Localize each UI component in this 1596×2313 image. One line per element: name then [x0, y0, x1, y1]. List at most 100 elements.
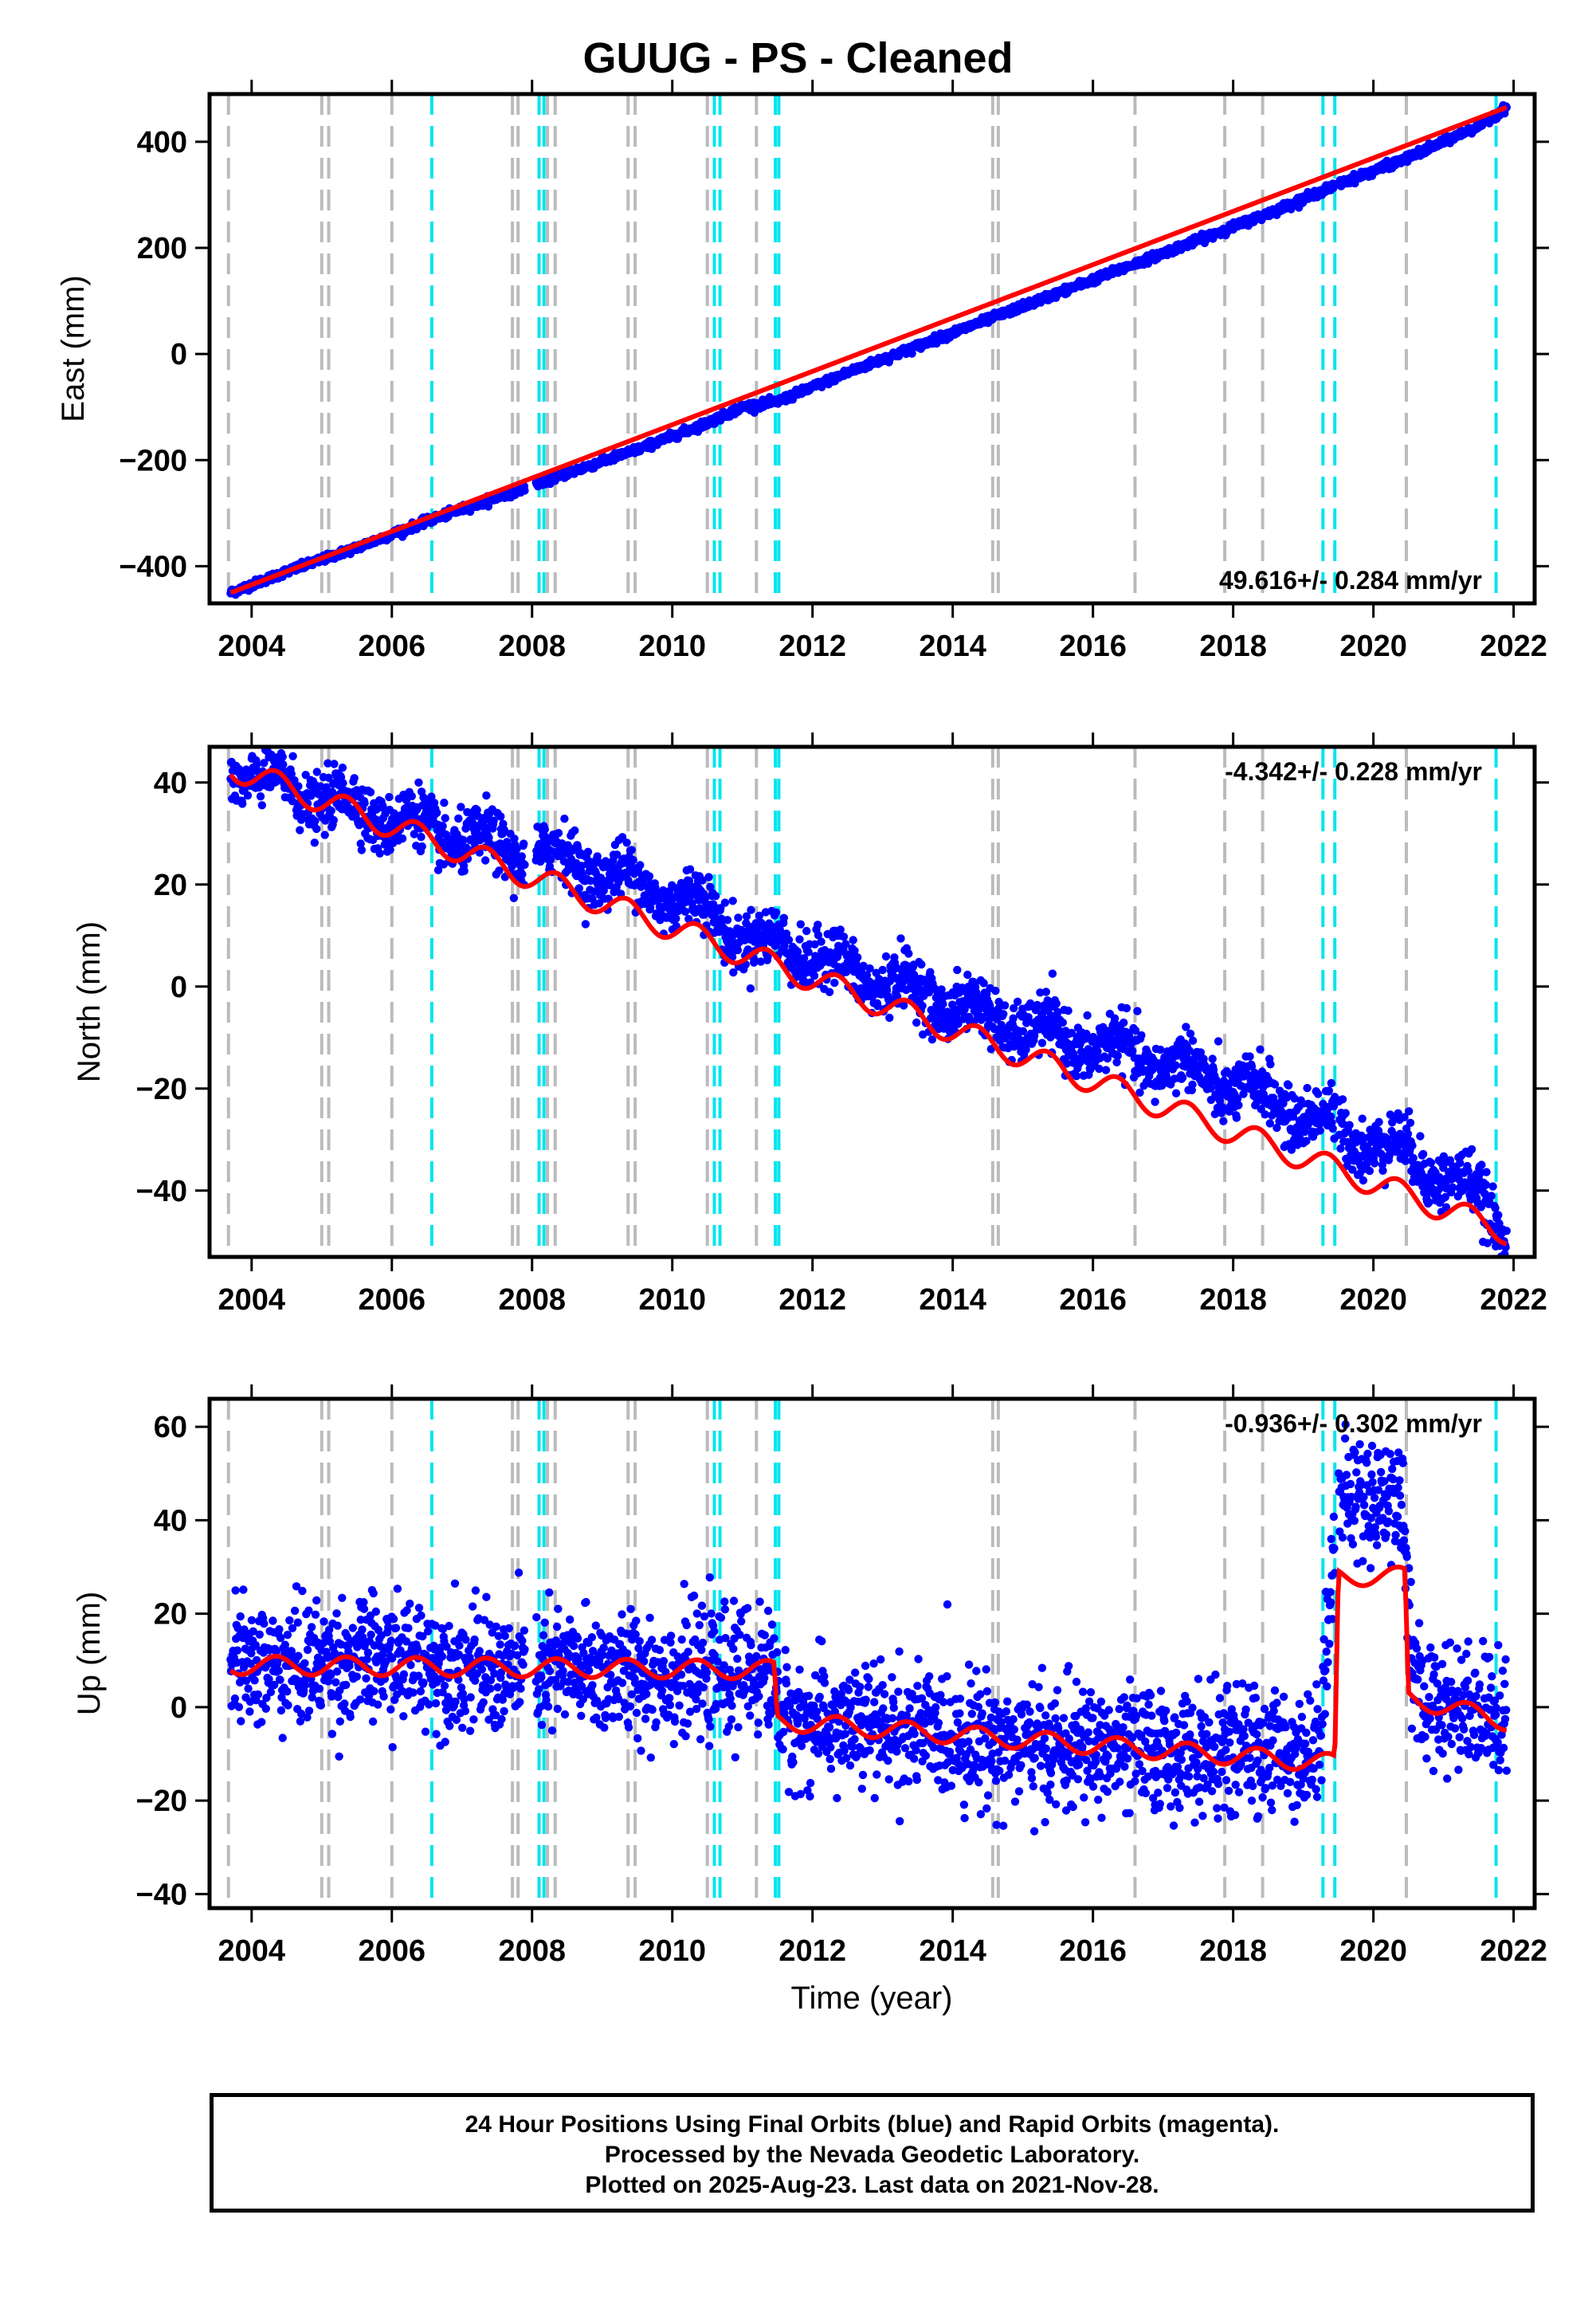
data-point [698, 876, 707, 885]
data-point [771, 908, 781, 917]
data-point [990, 1024, 999, 1034]
data-point [814, 931, 823, 940]
data-point [852, 960, 861, 968]
data-point [1336, 1144, 1345, 1153]
data-point [1120, 1018, 1128, 1027]
data-point [1266, 1060, 1275, 1069]
data-point [260, 759, 269, 768]
data-point [927, 1035, 937, 1044]
data-point [1062, 1059, 1071, 1068]
data-point [1370, 1159, 1379, 1168]
data-point [243, 791, 253, 800]
data-point [1013, 997, 1022, 1007]
data-point [684, 914, 693, 924]
data-point [520, 860, 529, 870]
data-point [1302, 1137, 1311, 1145]
data-point [900, 1001, 908, 1010]
x-tick-label: 2022 [1480, 630, 1547, 663]
data-point [606, 881, 614, 889]
data-point [1365, 1166, 1374, 1176]
data-point [814, 921, 822, 929]
data-point [729, 968, 738, 977]
data-point [1022, 1045, 1030, 1054]
data-point [645, 872, 654, 881]
data-point [613, 850, 622, 859]
data-point [329, 815, 338, 825]
data-point [881, 952, 891, 961]
data-point [979, 979, 988, 988]
data-point [560, 814, 569, 823]
data-point [836, 925, 845, 934]
data-point [1270, 1080, 1280, 1089]
data-point [290, 776, 299, 785]
data-point [1093, 1047, 1102, 1056]
data-point [862, 971, 872, 980]
data-point [1208, 1054, 1217, 1063]
data-point [1018, 1027, 1028, 1036]
data-point [953, 965, 962, 975]
data-point [1122, 1003, 1131, 1013]
data-point [440, 799, 449, 807]
data-point [324, 773, 333, 782]
data-point [825, 988, 834, 996]
data-point [1232, 1113, 1241, 1122]
data-point [288, 752, 297, 760]
data-point [414, 778, 423, 787]
data-point [1345, 1121, 1354, 1129]
data-point [312, 768, 321, 776]
data-point [356, 839, 365, 848]
data-point [257, 801, 266, 810]
data-point [1131, 1026, 1140, 1035]
data-point [350, 774, 359, 783]
data-point [1290, 1094, 1299, 1103]
data-point [680, 907, 690, 917]
data-point [1135, 1088, 1144, 1098]
data-point [755, 911, 764, 921]
data-point [540, 825, 549, 834]
data-point [830, 978, 839, 988]
data-point [496, 812, 505, 821]
data-point [473, 806, 481, 815]
data-point [865, 964, 874, 973]
data-point [1137, 1031, 1146, 1040]
data-point [1287, 1145, 1296, 1154]
data-point [427, 792, 436, 801]
data-point [1156, 1045, 1165, 1054]
data-point [841, 940, 850, 948]
data-point [279, 760, 288, 769]
data-point [1064, 1006, 1072, 1015]
data-point [574, 884, 584, 893]
data-point [581, 920, 590, 929]
data-point [1314, 1090, 1323, 1098]
data-point [1113, 1051, 1123, 1060]
y-tick-label: 200 [137, 232, 187, 265]
x-tick-label: 2020 [1339, 630, 1407, 663]
data-point [849, 936, 857, 944]
north-plot-area [226, 747, 1512, 1257]
x-tick-label: 2016 [1059, 630, 1127, 663]
data-point [1245, 1052, 1254, 1061]
data-point [327, 787, 337, 796]
data-point [878, 965, 887, 975]
data-point [685, 865, 695, 874]
data-point [489, 816, 498, 825]
x-tick-label: 2018 [1199, 630, 1267, 663]
data-point [733, 945, 743, 955]
data-point [1082, 1029, 1091, 1039]
east-model-line [229, 104, 1508, 595]
data-point [1339, 1120, 1347, 1129]
data-point [627, 846, 636, 854]
data-point [850, 946, 859, 956]
data-point [672, 914, 680, 923]
data-point [779, 913, 788, 923]
data-point [438, 822, 447, 831]
data-point [386, 846, 394, 854]
data-point [366, 787, 375, 797]
data-point [357, 846, 367, 854]
data-point [1219, 1117, 1228, 1125]
data-point [977, 1012, 986, 1022]
data-point [481, 856, 490, 865]
data-point [1151, 1098, 1159, 1106]
data-point [1210, 1109, 1220, 1119]
data-point [1199, 1054, 1208, 1063]
